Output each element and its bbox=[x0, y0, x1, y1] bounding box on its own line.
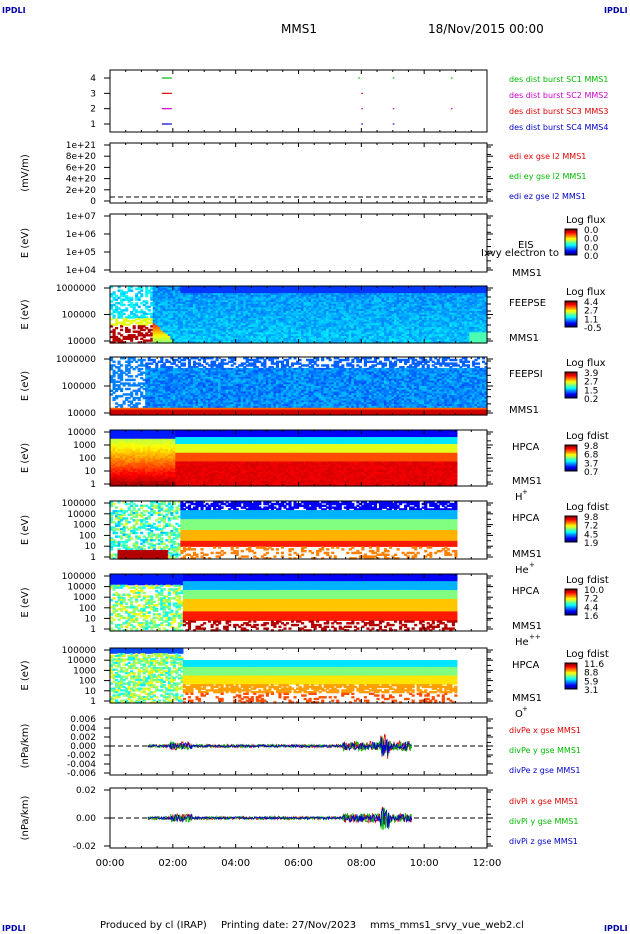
edi-ytick-label: 1e+21 bbox=[66, 141, 96, 151]
burst-legend-entry: des dist burst SC2 MMS2 bbox=[509, 91, 608, 100]
feepse-ylabel: E (eV) bbox=[20, 299, 31, 329]
feepsi-cell bbox=[123, 402, 126, 404]
feepse-cell bbox=[133, 327, 136, 329]
eis-spacecraft-label: MMS1 bbox=[512, 268, 542, 279]
edi-ytick-label: 6e+20 bbox=[66, 163, 97, 173]
feepsi-cell bbox=[113, 375, 116, 377]
feepse-cell bbox=[140, 295, 143, 297]
feepse-ytick-label: 100000 bbox=[62, 311, 97, 321]
eis-ytick-label: 1e+07 bbox=[66, 212, 96, 222]
eis-ytick-label: 1e+06 bbox=[66, 230, 97, 240]
edi-legend-entry: edi ex gse l2 MMS1 bbox=[509, 152, 586, 161]
burst-legend-entry: des dist burst SC4 MMS4 bbox=[509, 123, 608, 132]
feepse-ytick-label: 10000 bbox=[67, 337, 96, 347]
edi-ytick-label: 8e+20 bbox=[66, 152, 97, 162]
feepse-cell bbox=[123, 304, 126, 306]
edi-frame bbox=[110, 143, 487, 203]
burst-ytick-label: 2 bbox=[90, 105, 96, 115]
burst-ytick-label: 4 bbox=[90, 74, 96, 84]
burst-frame bbox=[110, 70, 487, 132]
burst-legend-entry: des dist burst SC3 MMS3 bbox=[509, 107, 608, 116]
feepse-spacecraft-label: MMS1 bbox=[509, 333, 539, 344]
edi-ylabel: (mV/m) bbox=[20, 154, 31, 192]
feepse-colorbar-title: Log flux bbox=[566, 287, 606, 298]
feepsi-cell bbox=[113, 361, 116, 363]
eis-colorbar-title: Log flux bbox=[566, 215, 606, 226]
feepse-cell bbox=[138, 298, 141, 300]
edi-ytick-label: 2e+20 bbox=[66, 186, 97, 196]
feepse-cell bbox=[120, 329, 123, 331]
feepse-instrument-label: FEEPSE bbox=[509, 298, 546, 309]
burst-legend-entry: des dist burst SC1 MMS1 bbox=[509, 75, 608, 84]
edi-ytick-label: 0 bbox=[90, 197, 96, 207]
feepse-ytick-label: 1000000 bbox=[56, 284, 96, 294]
feepse-cell bbox=[135, 338, 138, 340]
burst-ytick-label: 3 bbox=[90, 89, 96, 99]
feepse-cell bbox=[145, 302, 148, 304]
feepse-cell bbox=[130, 298, 133, 300]
feepse-cell bbox=[148, 309, 151, 311]
feepse-cell bbox=[125, 309, 128, 311]
feepse-cell bbox=[123, 313, 126, 315]
feepsi-cell bbox=[120, 364, 123, 366]
feepse-cell bbox=[140, 290, 143, 292]
edi-ytick-label: 4e+20 bbox=[66, 175, 97, 185]
eis-ytick-label: 1e+05 bbox=[66, 248, 96, 258]
burst-ytick-label: 1 bbox=[90, 120, 96, 130]
eis-overlay-text: Ixvy electron to bbox=[481, 248, 559, 259]
feepse-cell bbox=[145, 295, 148, 297]
eis-ylabel: E (eV) bbox=[20, 228, 31, 258]
eis-colorbar-tick: 0.0 bbox=[584, 252, 599, 262]
feepse-cell bbox=[130, 290, 133, 292]
edi-legend-entry: edi ez gse l2 MMS1 bbox=[509, 192, 586, 201]
feepsi-cell bbox=[120, 390, 123, 392]
feepse-cell bbox=[115, 327, 118, 329]
feepse-cell bbox=[138, 306, 141, 308]
eis-frame bbox=[110, 214, 487, 272]
feepsi-cell bbox=[120, 379, 123, 381]
eis-ytick-label: 1e+04 bbox=[66, 266, 97, 276]
edi-legend-entry: edi ey gse l2 MMS1 bbox=[509, 172, 587, 181]
feepse-colorbar-tick: -0.5 bbox=[584, 324, 602, 334]
feepse-cell bbox=[128, 331, 131, 333]
feepse-cell bbox=[130, 339, 133, 341]
